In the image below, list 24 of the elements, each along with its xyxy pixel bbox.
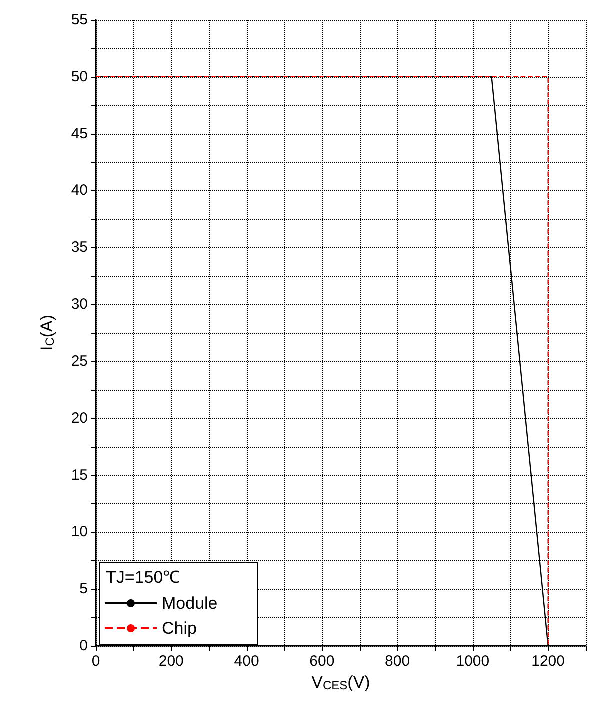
y-tick-label: 15 xyxy=(71,466,88,484)
x-tick-label: 1000 xyxy=(456,653,490,670)
y-tick-label: 30 xyxy=(71,296,88,314)
x-axis-title: VCES(V) xyxy=(312,672,370,692)
x-tick-label: 400 xyxy=(234,653,260,670)
y-tick-label: 5 xyxy=(80,580,88,598)
y-tick-label: 40 xyxy=(71,182,88,200)
x-tick-label: 0 xyxy=(92,653,100,670)
y-tick-label: 50 xyxy=(71,68,88,86)
y-tick-label: 55 xyxy=(71,12,88,28)
legend-label: Chip xyxy=(162,619,197,638)
y-tick-label: 35 xyxy=(71,239,88,256)
x-tick-label: 600 xyxy=(310,653,335,670)
legend-title: TJ=150℃ xyxy=(106,568,180,587)
x-tick-label: 200 xyxy=(158,653,184,670)
y-axis-title: IC(A) xyxy=(38,314,57,352)
y-tick-label: 25 xyxy=(71,352,88,370)
y-tick-label: 10 xyxy=(71,524,88,541)
y-tick-label: 45 xyxy=(71,125,88,142)
y-tick-label: 0 xyxy=(80,638,88,654)
legend-label: Module xyxy=(162,594,218,613)
y-tick-label: 20 xyxy=(71,410,88,427)
x-tick-label: 800 xyxy=(385,653,410,670)
x-tick-label: 1200 xyxy=(532,653,565,670)
